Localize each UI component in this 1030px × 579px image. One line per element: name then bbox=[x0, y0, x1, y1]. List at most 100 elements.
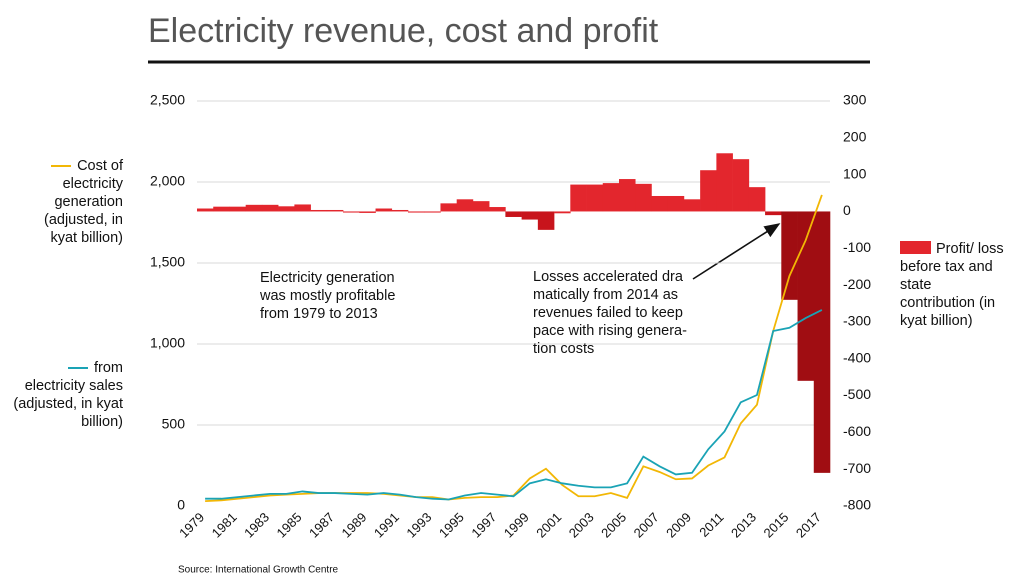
y2-tick-label: 300 bbox=[843, 92, 867, 108]
y2-tick-label: -700 bbox=[843, 460, 871, 476]
x-tick-label: 1993 bbox=[403, 510, 434, 541]
bar bbox=[359, 211, 376, 213]
annotation-line: tion costs bbox=[533, 341, 595, 357]
bar bbox=[229, 206, 246, 212]
bar bbox=[294, 204, 311, 212]
bar bbox=[683, 199, 701, 212]
y2-tick-label: -600 bbox=[843, 423, 871, 439]
y-tick-label: 0 bbox=[177, 497, 185, 513]
bar bbox=[456, 199, 474, 212]
bar bbox=[408, 211, 425, 213]
chart-title: Electricity revenue, cost and profit bbox=[148, 12, 659, 50]
y-tick-label: 2,000 bbox=[150, 173, 185, 189]
source: Source: International Growth Centre bbox=[178, 565, 339, 576]
line bbox=[205, 309, 823, 501]
annotation-line: matically from 2014 as bbox=[533, 287, 679, 303]
y2-tick-label: 100 bbox=[843, 165, 867, 181]
x-tick-label: 1985 bbox=[274, 510, 305, 541]
bar bbox=[278, 206, 295, 212]
legend-item: Cost of electricity generation (adjusted… bbox=[20, 157, 123, 247]
bar bbox=[489, 207, 506, 212]
annotation-line: pace with rising genera- bbox=[533, 323, 687, 339]
legend-swatch bbox=[900, 241, 931, 254]
y-tick-label: 1,000 bbox=[150, 335, 185, 351]
x-tick-label: 1999 bbox=[501, 510, 532, 541]
bar bbox=[716, 153, 733, 212]
x-tick-label: 2009 bbox=[663, 510, 694, 541]
x-tick-label: 1995 bbox=[436, 510, 467, 541]
x-tick-label: 2011 bbox=[696, 510, 726, 540]
bar bbox=[667, 195, 685, 212]
annotation-line: from 1979 to 2013 bbox=[260, 306, 378, 322]
bar bbox=[521, 211, 539, 220]
bar bbox=[797, 211, 815, 381]
x-tick-label: 2007 bbox=[631, 510, 662, 541]
bar bbox=[635, 183, 652, 212]
bar bbox=[197, 208, 214, 212]
y-tick-label: 500 bbox=[162, 416, 186, 432]
bar bbox=[619, 179, 636, 212]
legend-item: Profit/ loss before tax and state contri… bbox=[900, 240, 1005, 330]
bar bbox=[424, 211, 441, 213]
x-tick-label: 1983 bbox=[241, 510, 272, 541]
y2-tick-label: -200 bbox=[843, 276, 871, 292]
annotation-arrow bbox=[692, 223, 781, 280]
bar bbox=[765, 211, 782, 216]
bar bbox=[440, 203, 457, 212]
bar bbox=[732, 159, 750, 212]
legend-swatch bbox=[51, 165, 72, 168]
x-tick-label: 1989 bbox=[338, 510, 369, 541]
bar bbox=[343, 211, 360, 213]
legend-label: Cost of electricity generation (adjusted… bbox=[44, 158, 123, 246]
y2-tick-label: 0 bbox=[843, 202, 851, 218]
bar bbox=[554, 211, 571, 214]
annotation-line: Electricity generation bbox=[260, 270, 395, 286]
x-tick-label: 2003 bbox=[566, 510, 597, 541]
bar bbox=[391, 209, 409, 212]
annotation: Electricity generation was mostly profita… bbox=[260, 269, 395, 323]
bar bbox=[261, 204, 279, 212]
y2-tick-label: -500 bbox=[843, 386, 871, 402]
legend-swatch bbox=[68, 367, 88, 370]
bar bbox=[375, 208, 393, 212]
x-tick-label: 1991 bbox=[371, 510, 402, 541]
x-tick-label: 2005 bbox=[598, 510, 629, 541]
y-tick-label: 1,500 bbox=[150, 254, 185, 270]
legend-label: Profit/ loss before tax and state contri… bbox=[900, 241, 1004, 329]
annotation-line: was mostly profitable bbox=[260, 288, 396, 304]
line bbox=[205, 194, 823, 503]
bar bbox=[748, 187, 766, 212]
bar bbox=[245, 204, 263, 212]
annotation-line: revenues failed to keep bbox=[533, 305, 683, 321]
y2-tick-label: -100 bbox=[843, 239, 871, 255]
bar bbox=[700, 170, 717, 212]
x-tick-label: 1997 bbox=[468, 510, 499, 541]
bar bbox=[326, 209, 344, 212]
legend-item: from electricity sales (adjusted, in kya… bbox=[10, 359, 123, 431]
bar bbox=[602, 183, 620, 212]
bar bbox=[570, 184, 587, 212]
bar bbox=[586, 184, 604, 212]
bar bbox=[505, 211, 522, 217]
y2-tick-label: 200 bbox=[843, 129, 867, 145]
x-tick-label: 1979 bbox=[176, 510, 207, 541]
bar bbox=[813, 211, 831, 473]
bar bbox=[472, 201, 490, 212]
x-tick-label: 2013 bbox=[728, 510, 759, 541]
bar bbox=[213, 206, 230, 212]
legend-label: from electricity sales (adjusted, in kya… bbox=[13, 360, 123, 430]
x-tick-label: 2015 bbox=[760, 510, 791, 541]
y-tick-label: 2,500 bbox=[150, 92, 185, 108]
bar bbox=[781, 211, 798, 300]
x-tick-label: 2001 bbox=[533, 510, 564, 541]
annotation: Losses accelerated dra matically from 201… bbox=[533, 268, 687, 358]
bar bbox=[537, 211, 555, 230]
y2-tick-label: -300 bbox=[843, 313, 871, 329]
bar bbox=[310, 209, 328, 212]
x-tick-label: 1981 bbox=[209, 510, 240, 541]
y2-tick-label: -800 bbox=[843, 497, 871, 513]
x-tick-label: 2017 bbox=[793, 510, 824, 541]
annotation-line: Losses accelerated dra bbox=[533, 269, 683, 285]
